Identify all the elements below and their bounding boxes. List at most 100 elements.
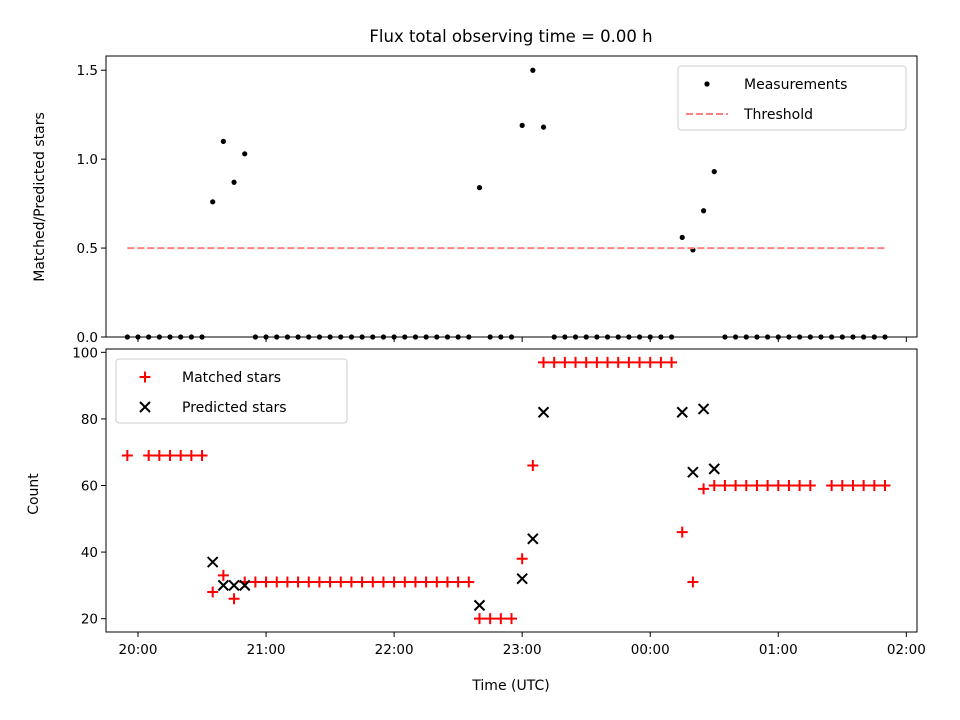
predicted-star-point	[473, 599, 486, 612]
x-tick-label: 01:00	[759, 642, 798, 658]
y-tick-label: 1.0	[77, 152, 98, 168]
matched-star-point	[858, 480, 870, 492]
axes-frame	[105, 348, 918, 633]
matched-star-point	[345, 576, 357, 588]
matched-star-point	[676, 526, 688, 538]
bottom-panel: 20 40 60 80 100 20:00 21:00 22:00 23:00 00:00 01:0…	[72, 345, 926, 658]
measurement-point	[519, 122, 525, 128]
legend-label: Matched stars	[182, 370, 281, 386]
measurement-point	[679, 234, 685, 241]
legend-box	[677, 65, 907, 131]
matched-star-point	[249, 576, 261, 588]
matched-star-point	[506, 613, 517, 625]
legend-box	[115, 358, 348, 424]
legend-label: Measurements	[744, 77, 847, 93]
matched-star-point	[847, 480, 859, 492]
legend: Measurements Threshold	[677, 65, 907, 131]
matched-star-point	[868, 480, 880, 492]
bottom-y-axis-label: Count	[26, 473, 42, 515]
matched-star-point	[431, 576, 443, 588]
matched-star-point	[527, 460, 539, 472]
y-tick-label: 100	[72, 345, 98, 361]
matched-star-point	[473, 613, 485, 625]
matched-star-point	[591, 356, 603, 368]
matched-star-point	[612, 356, 624, 368]
x-tick-label: 23:00	[503, 642, 542, 658]
predicted-star-point	[697, 403, 710, 415]
matched-star-point	[409, 576, 421, 588]
measurement-point	[242, 151, 248, 157]
matched-star-point	[292, 576, 304, 588]
matched-star-point	[452, 576, 464, 588]
legend: Matched stars Predicted stars	[115, 358, 348, 424]
matched-star-point	[281, 576, 293, 588]
measurement-point	[700, 208, 707, 214]
predicted-star-point	[537, 406, 550, 418]
y-tick-label: 80	[81, 412, 98, 428]
matched-star-point	[580, 356, 592, 368]
predicted-star-point	[676, 406, 688, 418]
matched-star-point	[164, 450, 176, 462]
matched-star-point	[303, 576, 315, 588]
matched-star-point	[655, 356, 667, 368]
matched-star-point	[836, 480, 848, 492]
predicted-star-point	[207, 556, 219, 568]
matched-star-point	[313, 576, 325, 588]
matched-star-point	[260, 576, 272, 588]
matched-star-point	[207, 586, 219, 598]
legend-marker	[139, 371, 151, 383]
predicted-star-point	[527, 533, 539, 545]
predicted-star-point	[217, 579, 230, 592]
matched-star-point	[399, 576, 411, 588]
y-tick-label: 60	[81, 479, 98, 495]
matched-star-point	[228, 593, 240, 605]
matched-star-point	[356, 576, 368, 588]
matched-star-point	[634, 356, 646, 368]
measurement-point	[220, 138, 226, 144]
matched-star-point	[762, 480, 774, 492]
legend-label: Threshold	[743, 107, 813, 123]
predicted-star-point	[708, 463, 720, 475]
matched-star-point	[559, 356, 571, 368]
matched-star-point	[666, 356, 678, 368]
matched-star-point	[441, 576, 453, 588]
matched-star-point	[484, 613, 496, 625]
axes-frame	[105, 55, 918, 338]
matched-star-point	[783, 480, 795, 492]
matched-star-point	[879, 480, 891, 492]
x-tick-label: 22:00	[375, 642, 414, 658]
y-tick-label: 40	[81, 545, 98, 561]
matched-star-point	[687, 576, 699, 588]
legend-marker	[704, 81, 710, 87]
matched-star-point	[175, 450, 187, 462]
y-tick-label: 0.0	[77, 330, 98, 346]
matched-star-point	[463, 576, 475, 588]
top-y-axis-label: Matched/Predicted stars	[32, 112, 48, 282]
chart-title: Flux total observing time = 0.00 h	[369, 27, 652, 46]
y-tick-label: 0.5	[77, 241, 98, 257]
x-tick-label: 20:00	[119, 642, 158, 658]
measurement-point	[231, 179, 237, 185]
legend-marker	[139, 401, 151, 413]
matched-star-point	[548, 356, 560, 368]
matched-star-point	[495, 613, 507, 625]
measurement-point	[540, 124, 547, 130]
matched-star-point	[196, 450, 208, 462]
matched-star-point	[217, 569, 229, 581]
legend-label: Predicted stars	[182, 400, 287, 416]
predicted-star-point	[239, 579, 251, 592]
y-tick-label: 20	[81, 612, 98, 628]
matched-star-point	[271, 576, 283, 588]
matched-star-point	[794, 480, 806, 492]
x-axis-label: Time (UTC)	[471, 678, 549, 694]
matched-star-point	[826, 480, 838, 492]
x-tick-label: 02:00	[887, 642, 926, 658]
predicted-star-point	[228, 579, 240, 592]
matched-star-point	[698, 483, 710, 495]
measurement-point	[476, 185, 483, 191]
matched-star-point	[708, 480, 720, 492]
matched-star-point	[143, 450, 155, 462]
matched-star-point	[740, 480, 752, 492]
measurement-point	[530, 67, 536, 73]
